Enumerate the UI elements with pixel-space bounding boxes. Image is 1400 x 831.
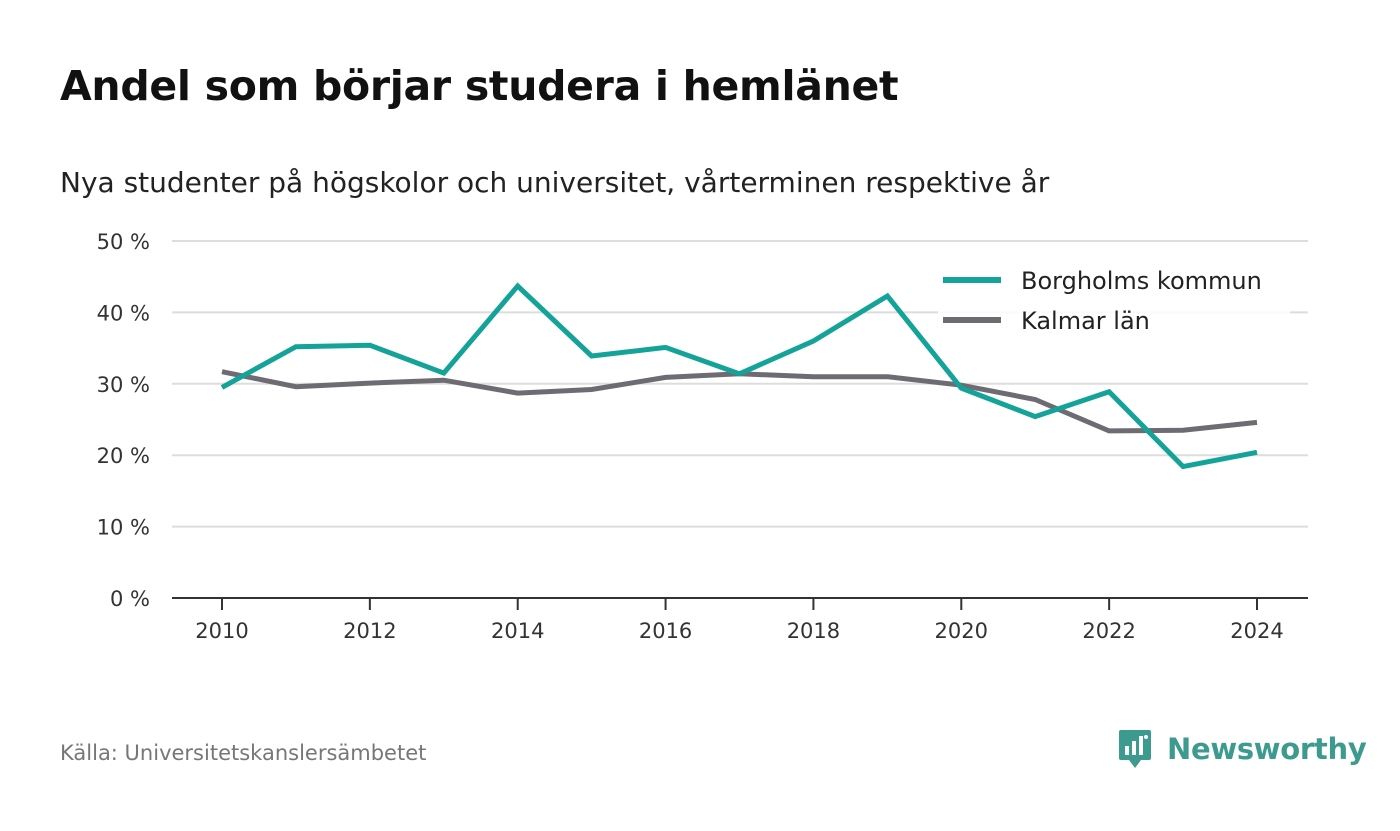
y-tick-label: 30 % xyxy=(97,373,150,397)
y-tick-label: 20 % xyxy=(97,444,150,468)
y-tick-label: 0 % xyxy=(110,587,150,611)
y-axis-ticks: 0 % 10 % 20 % 30 % 40 % 50 % xyxy=(97,230,150,611)
x-tick-label: 2020 xyxy=(935,619,988,643)
legend-label: Kalmar län xyxy=(1021,307,1150,335)
newsworthy-logo-icon xyxy=(1119,730,1151,768)
series-lines xyxy=(220,282,1258,470)
x-tick-label: 2014 xyxy=(491,619,544,643)
brand-name: Newsworthy xyxy=(1167,732,1367,766)
y-tick-label: 40 % xyxy=(97,301,150,325)
x-tick-label: 2012 xyxy=(343,619,396,643)
series-line-kalmar-ln xyxy=(221,369,1258,434)
x-tick-label: 2024 xyxy=(1230,619,1283,643)
chart-subtitle: Nya studenter på högskolor och universit… xyxy=(60,166,1050,199)
source-note: Källa: Universitetskanslersämbetet xyxy=(60,741,427,765)
chart-title: Andel som börjar studera i hemlänet xyxy=(60,62,899,110)
legend-label: Borgholms kommun xyxy=(1021,267,1262,295)
x-axis-ticks: 2010 2012 2014 2016 2018 2020 2022 2024 xyxy=(195,598,1284,643)
x-tick-label: 2018 xyxy=(787,619,840,643)
legend: Borgholms kommun Kalmar län xyxy=(938,258,1290,342)
x-tick-label: 2016 xyxy=(639,619,692,643)
brand-logo: Newsworthy xyxy=(1117,728,1367,770)
y-tick-label: 50 % xyxy=(97,230,150,254)
x-tick-label: 2022 xyxy=(1082,619,1135,643)
y-tick-label: 10 % xyxy=(97,516,150,540)
x-tick-label: 2010 xyxy=(195,619,248,643)
legend-background xyxy=(938,258,1290,342)
series-line-borgholms-kommun xyxy=(220,282,1258,470)
